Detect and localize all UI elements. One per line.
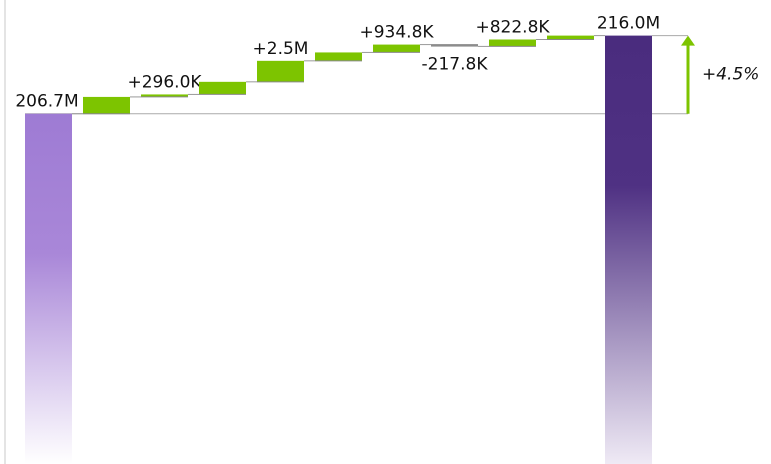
increase-bar bbox=[489, 39, 536, 47]
value-label: 206.7M bbox=[15, 92, 78, 112]
increase-bar bbox=[315, 52, 362, 61]
change-annotation: +4.5% bbox=[702, 65, 759, 85]
value-label: 216.0M bbox=[597, 14, 660, 34]
end-bar bbox=[605, 35, 652, 464]
value-label: +296.0K bbox=[127, 72, 202, 92]
value-label: +822.8K bbox=[475, 17, 550, 37]
increase-bar bbox=[199, 81, 246, 95]
start-bar bbox=[25, 113, 72, 464]
change-arrow-head bbox=[681, 35, 695, 46]
increase-bar bbox=[257, 60, 304, 82]
increase-bar bbox=[547, 35, 594, 40]
value-label: +934.8K bbox=[359, 23, 434, 43]
increase-bar bbox=[373, 44, 420, 53]
increase-bar bbox=[141, 94, 188, 97]
value-label: +2.5M bbox=[253, 39, 309, 59]
decrease-bar bbox=[431, 44, 478, 47]
increase-bar bbox=[83, 96, 130, 114]
value-label: -217.8K bbox=[422, 54, 489, 74]
